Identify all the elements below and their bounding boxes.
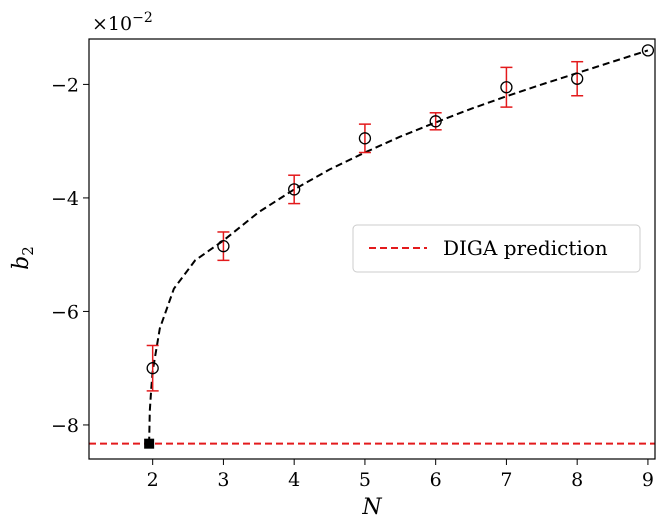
legend-label: DIGA prediction <box>443 236 608 260</box>
x-tick-label: 5 <box>359 469 371 491</box>
y-tick-label: −4 <box>51 188 79 210</box>
legend-box <box>352 224 641 273</box>
fit-curve <box>148 49 649 444</box>
data-point <box>288 183 301 196</box>
x-tick-label: 8 <box>571 469 583 491</box>
x-tick-label: 2 <box>147 469 159 491</box>
x-tick-label: 6 <box>430 469 442 491</box>
data-point <box>571 72 584 85</box>
data-point <box>358 132 372 145</box>
y-axis-title-main: b <box>9 256 34 270</box>
y-axis-title: b2 <box>9 246 37 270</box>
x-tick-label: 7 <box>500 469 512 491</box>
x-tick-label: 4 <box>288 469 300 491</box>
data-point <box>500 81 513 94</box>
x-tick-label: 3 <box>217 469 229 491</box>
diga-point-marker <box>144 438 155 449</box>
y-axis-multiplier: ×10−2 <box>92 10 153 35</box>
x-axis-title: N <box>361 495 382 520</box>
y-tick-label: −2 <box>51 74 79 96</box>
legend: DIGA prediction <box>352 224 641 273</box>
plot-frame <box>88 38 656 460</box>
y-tick-label: −8 <box>51 415 79 437</box>
data-point <box>146 362 159 375</box>
data-point <box>641 44 655 57</box>
y-axis-title-subscript: 2 <box>19 246 37 256</box>
data-point <box>429 115 442 128</box>
multiplier-exponent: −2 <box>132 10 153 26</box>
data-point <box>217 240 230 253</box>
y-tick-label: −6 <box>51 301 79 323</box>
x-tick-label: 9 <box>642 469 654 491</box>
multiplier-base: ×10 <box>92 13 132 35</box>
